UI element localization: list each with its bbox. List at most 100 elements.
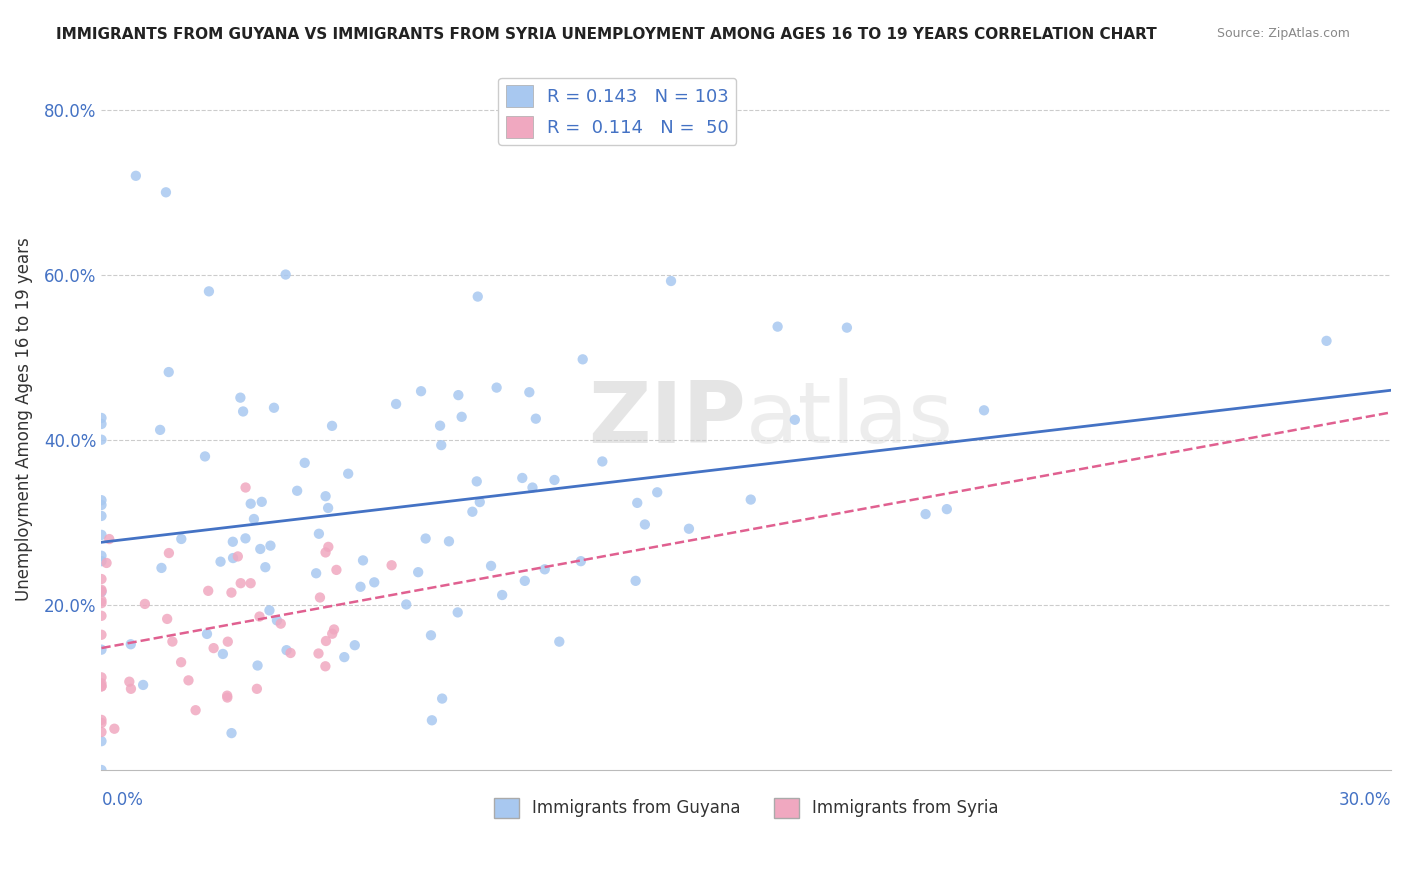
Point — [96, 556, 118, 570]
Point — [548, 634, 571, 648]
Text: 0.0%: 0.0% — [101, 791, 143, 809]
Point — [395, 598, 418, 612]
Point — [90, 528, 112, 542]
Point — [308, 526, 330, 541]
Point — [315, 545, 337, 559]
Point — [232, 404, 254, 418]
Point — [491, 588, 513, 602]
Point — [217, 634, 239, 648]
Point — [835, 320, 858, 334]
Point — [90, 628, 112, 642]
Point — [249, 541, 271, 556]
Point — [229, 391, 252, 405]
Point — [125, 169, 148, 183]
Point — [170, 532, 193, 546]
Text: atlas: atlas — [747, 377, 955, 461]
Point — [323, 623, 346, 637]
Point — [157, 365, 180, 379]
Point — [239, 497, 262, 511]
Point — [246, 658, 269, 673]
Point — [226, 549, 249, 564]
Point — [294, 456, 316, 470]
Point — [120, 637, 142, 651]
Point — [90, 584, 112, 599]
Point — [450, 409, 472, 424]
Point — [217, 690, 239, 705]
Point — [149, 423, 172, 437]
Point — [209, 555, 232, 569]
Point — [90, 585, 112, 599]
Point — [276, 643, 298, 657]
Point — [634, 517, 657, 532]
Point — [343, 638, 366, 652]
Point — [385, 397, 408, 411]
Point — [571, 352, 593, 367]
Point — [221, 726, 243, 740]
Point — [308, 647, 330, 661]
Point — [465, 475, 488, 489]
Point — [406, 565, 429, 579]
Point — [316, 500, 339, 515]
Point — [150, 561, 173, 575]
Point — [239, 576, 262, 591]
Point — [285, 483, 308, 498]
Point — [90, 679, 112, 693]
Point — [90, 763, 112, 777]
Point — [90, 713, 112, 727]
Point — [274, 268, 297, 282]
Point — [90, 498, 112, 512]
Point — [90, 554, 112, 568]
Point — [591, 454, 613, 468]
Point — [98, 532, 121, 546]
Point — [103, 722, 125, 736]
Point — [90, 572, 112, 586]
Point — [524, 411, 547, 425]
Point — [90, 417, 112, 431]
Point — [309, 591, 332, 605]
Point — [90, 676, 112, 690]
Point — [522, 481, 544, 495]
Point — [90, 715, 112, 730]
Point — [430, 691, 453, 706]
Point — [90, 508, 112, 523]
Point — [420, 628, 443, 642]
Point — [624, 574, 647, 588]
Point — [249, 609, 271, 624]
Point — [118, 674, 141, 689]
Point — [510, 471, 533, 485]
Point — [246, 681, 269, 696]
Point — [259, 539, 281, 553]
Point — [318, 540, 340, 554]
Point — [90, 549, 112, 563]
Point — [766, 319, 789, 334]
Text: 30.0%: 30.0% — [1339, 791, 1391, 809]
Point — [90, 433, 112, 447]
Point — [305, 566, 328, 581]
Point — [90, 411, 112, 425]
Point — [517, 385, 540, 400]
Point — [337, 467, 360, 481]
Point — [235, 481, 257, 495]
Point — [162, 634, 184, 648]
Point — [263, 401, 285, 415]
Point — [543, 473, 565, 487]
Point — [90, 493, 112, 508]
Point — [195, 627, 218, 641]
Point — [333, 650, 356, 665]
Point — [221, 585, 243, 599]
Point — [363, 575, 385, 590]
Point — [90, 608, 112, 623]
Point — [461, 505, 484, 519]
Point — [678, 522, 700, 536]
Point — [198, 285, 221, 299]
Text: IMMIGRANTS FROM GUYANA VS IMMIGRANTS FROM SYRIA UNEMPLOYMENT AMONG AGES 16 TO 19: IMMIGRANTS FROM GUYANA VS IMMIGRANTS FRO… — [56, 27, 1157, 42]
Point — [467, 289, 489, 303]
Point — [90, 596, 112, 610]
Point — [569, 554, 592, 568]
Point — [914, 507, 936, 521]
Point — [259, 603, 281, 617]
Point — [243, 512, 266, 526]
Point — [315, 489, 337, 503]
Point — [1315, 334, 1337, 348]
Legend: Immigrants from Guyana, Immigrants from Syria: Immigrants from Guyana, Immigrants from … — [486, 791, 1005, 825]
